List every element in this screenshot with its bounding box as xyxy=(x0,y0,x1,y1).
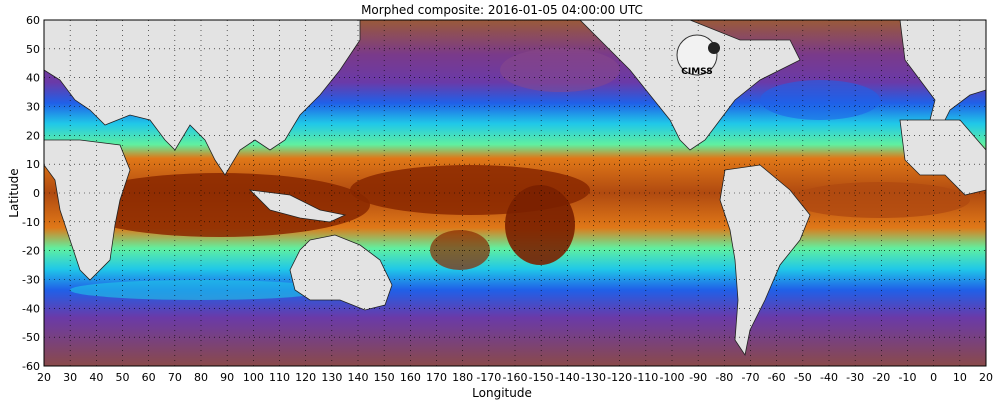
cimss-logo: CIMSS xyxy=(676,34,720,77)
x-tick-label: -150 xyxy=(529,371,554,384)
y-tick-label: -10 xyxy=(22,216,40,229)
x-tick-label: 50 xyxy=(116,371,130,384)
x-tick-label: 110 xyxy=(269,371,290,384)
x-tick-label: 160 xyxy=(400,371,421,384)
x-tick-label: -110 xyxy=(633,371,658,384)
y-tick-label: 40 xyxy=(26,72,40,85)
x-tick-label: -100 xyxy=(660,371,685,384)
x-tick-label: -10 xyxy=(899,371,917,384)
x-tick-label: -90 xyxy=(689,371,707,384)
y-tick-label: 30 xyxy=(26,101,40,114)
y-tick-label: -60 xyxy=(22,360,40,373)
x-tick-label: 30 xyxy=(63,371,77,384)
x-tick-label: -80 xyxy=(715,371,733,384)
y-tick-label: -40 xyxy=(22,302,40,315)
plot-frame xyxy=(43,19,987,367)
x-tick-label: -120 xyxy=(607,371,632,384)
map-grid xyxy=(44,20,986,366)
x-tick-label: -160 xyxy=(503,371,528,384)
map-title: Morphed composite: 2016-01-05 04:00:00 U… xyxy=(361,3,643,17)
moisture-blob-south-pacific xyxy=(505,185,575,265)
x-tick-label: -130 xyxy=(581,371,606,384)
x-tick-label: 80 xyxy=(194,371,208,384)
x-tick-label: -140 xyxy=(555,371,580,384)
x-tick-label: -60 xyxy=(768,371,786,384)
land-south-america xyxy=(719,164,811,357)
x-tick-label: 40 xyxy=(89,371,103,384)
moisture-band-north-atlantic xyxy=(760,80,880,120)
y-axis-title: Latitude xyxy=(7,168,21,218)
logo-globe xyxy=(676,34,718,76)
moisture-blob-indian-ocean xyxy=(70,173,370,237)
x-axis-title: Longitude xyxy=(472,386,532,400)
land-north-america xyxy=(579,20,801,151)
x-tick-label: 70 xyxy=(168,371,182,384)
moisture-blob-cyclone xyxy=(430,230,490,270)
x-tick-label: 120 xyxy=(295,371,316,384)
y-tick-label: 60 xyxy=(26,14,40,27)
x-tick-label: -40 xyxy=(820,371,838,384)
x-tick-label: 10 xyxy=(953,371,967,384)
moisture-blob-atlantic xyxy=(790,182,970,218)
x-tick-label: 60 xyxy=(142,371,156,384)
y-tick-label: 10 xyxy=(26,158,40,171)
land-layer xyxy=(44,20,986,357)
y-tick-label: 0 xyxy=(33,187,40,200)
x-tick-label: 130 xyxy=(321,371,342,384)
x-tick-label: 20 xyxy=(37,371,51,384)
x-tick-label: -70 xyxy=(742,371,760,384)
y-tick-label: 20 xyxy=(26,129,40,142)
x-tick-label: -50 xyxy=(794,371,812,384)
x-tick-label: 140 xyxy=(348,371,369,384)
logo-satellite xyxy=(708,42,720,54)
land-indonesia xyxy=(248,189,347,223)
x-tick-label: 170 xyxy=(426,371,447,384)
land-australia xyxy=(289,234,393,311)
x-tick-labels: 20 30 40 50 60 70 80 90 100 110 120 130 140 150 160 170… xyxy=(37,371,993,384)
x-tick-label: 0 xyxy=(930,371,937,384)
y-tick-labels: 60 50 40 30 20 10 0 -10 -20 -30 -40 -50 -60 xyxy=(22,14,40,373)
dry-region-north-pacific xyxy=(500,48,620,92)
map-field-layer xyxy=(44,20,986,366)
y-tick-label: -50 xyxy=(22,331,40,344)
x-tick-label: -20 xyxy=(872,371,890,384)
x-tick-label: -30 xyxy=(846,371,864,384)
y-tick-label: -30 xyxy=(22,274,40,287)
x-tick-label: 180 xyxy=(452,371,473,384)
x-tick-label: 100 xyxy=(243,371,264,384)
x-tick-label: 20 xyxy=(979,371,993,384)
x-tick-label: 150 xyxy=(374,371,395,384)
land-west-africa xyxy=(899,119,986,196)
y-tick-label: -20 xyxy=(22,245,40,258)
moisture-band-south-indian xyxy=(70,280,330,300)
y-tick-label: 50 xyxy=(26,43,40,56)
x-tick-label: -170 xyxy=(476,371,501,384)
land-eurasia xyxy=(44,20,361,176)
logo-text: CIMSS xyxy=(681,67,712,77)
x-tick-label: 90 xyxy=(220,371,234,384)
land-africa xyxy=(44,139,131,281)
